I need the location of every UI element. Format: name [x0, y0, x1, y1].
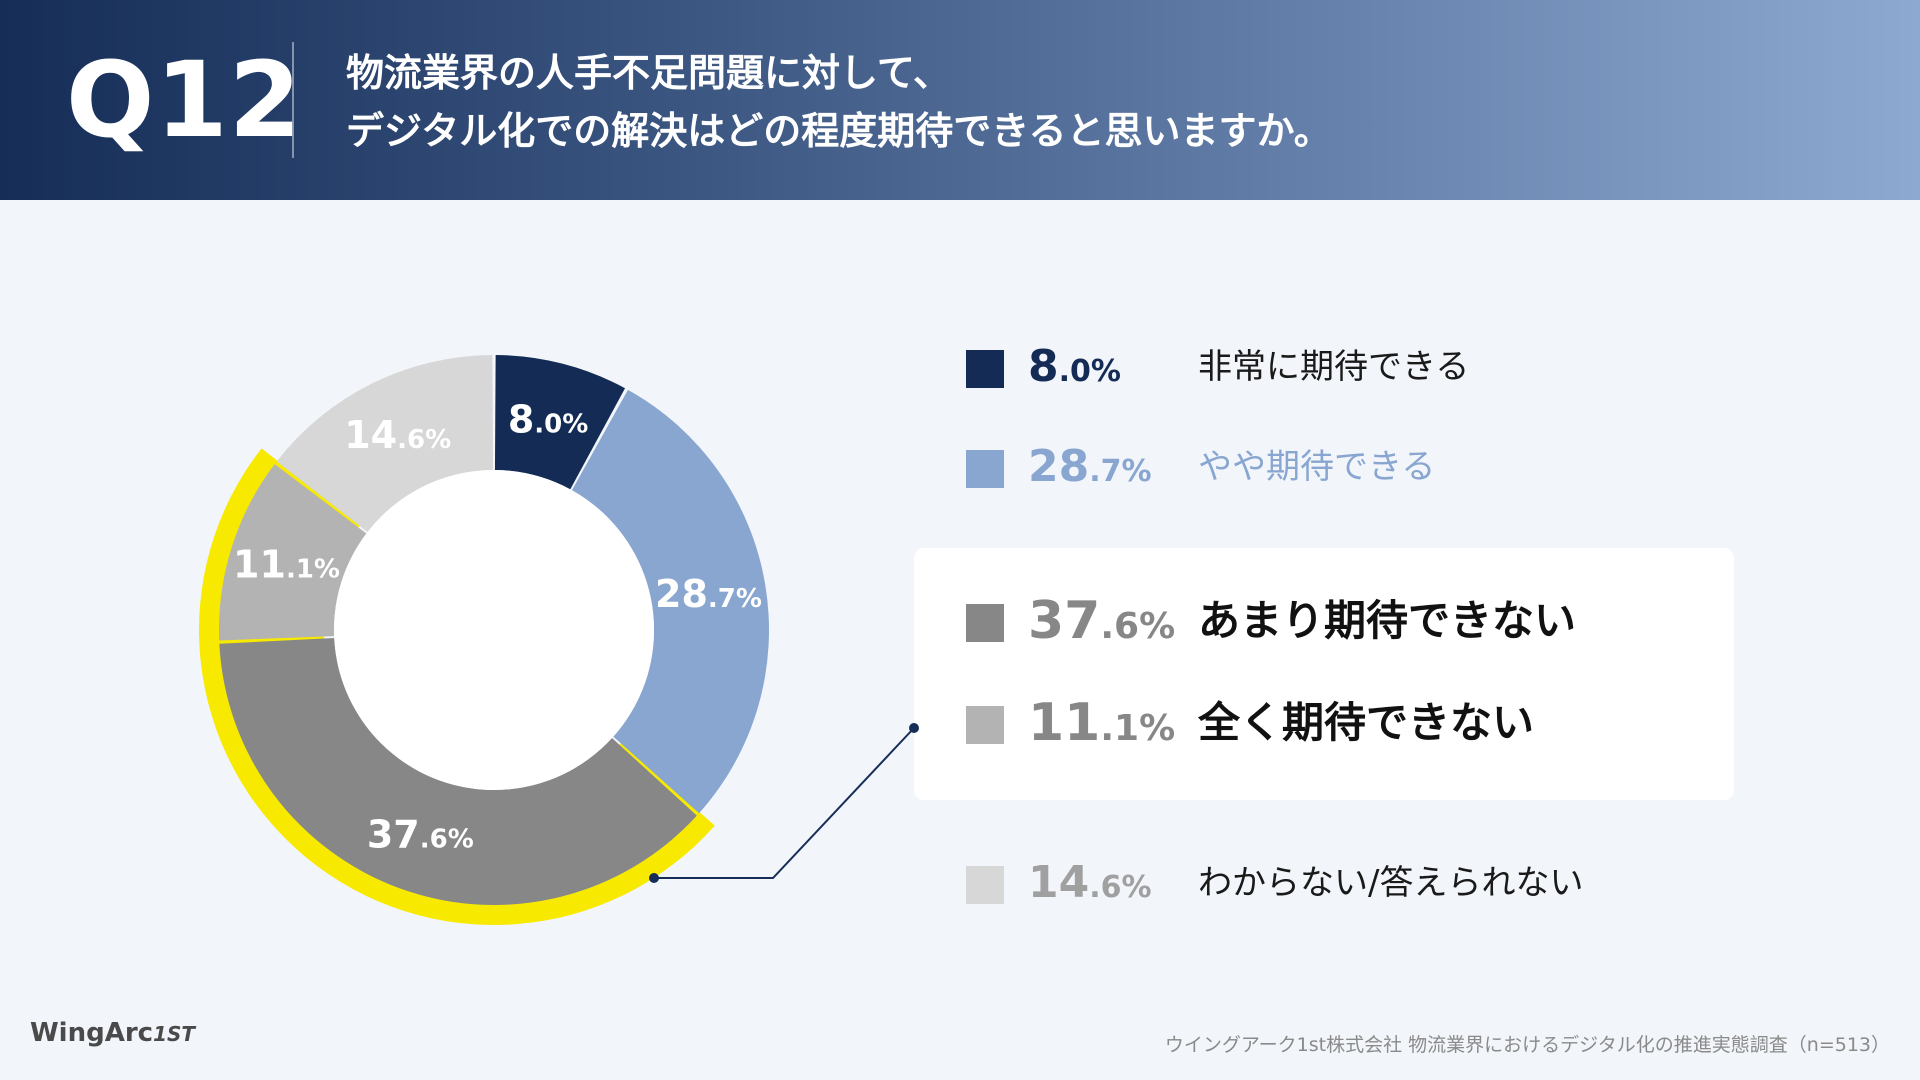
slice-value-label: 37.6%: [367, 813, 474, 857]
slice-value-label: 14.6%: [344, 413, 451, 457]
legend-label: やや期待できる: [1198, 447, 1436, 487]
question-number: Q12: [66, 39, 303, 161]
logo-suffix: 1ST: [153, 1022, 196, 1046]
legend-label: 非常に期待できる: [1198, 347, 1470, 387]
legend-item: 11.1% 全く期待できない: [966, 688, 1726, 758]
legend-item: 8.0% 非常に期待できる: [966, 332, 1726, 402]
question-title-line2: デジタル化での解決はどの程度期待できると思いますか。: [346, 109, 1332, 153]
legend-label: あまり期待できない: [1198, 596, 1577, 645]
slice-value-label: 11.1%: [233, 543, 340, 587]
legend-percent-int: 11: [1028, 693, 1101, 753]
donut-slice-3: [219, 637, 697, 906]
donut-slice-1: [494, 355, 626, 490]
legend-percent-dec: .1%: [1100, 708, 1176, 749]
donut-slice-4: [219, 464, 367, 641]
legend-item: 28.7% やや期待できる: [966, 432, 1726, 502]
legend-percent-int: 28: [1028, 441, 1090, 492]
legend-label: 全く期待できない: [1198, 698, 1535, 747]
legend-swatch: [966, 604, 1004, 642]
source-note: ウイングアーク1st株式会社 物流業界におけるデジタル化の推進実態調査（n=51…: [1164, 1034, 1890, 1056]
legend-percent-dec: .6%: [1100, 606, 1176, 647]
header-divider: [292, 42, 294, 158]
question-title: 物流業界の人手不足問題に対して、 デジタル化での解決はどの程度期待できると思いま…: [346, 44, 1332, 160]
legend-percent-int: 37: [1028, 591, 1101, 651]
donut-hole: [334, 470, 654, 790]
legend-swatch: [966, 706, 1004, 744]
question-title-line1: 物流業界の人手不足問題に対して、: [346, 51, 951, 95]
legend-percent-int: 8: [1028, 341, 1059, 392]
legend-percent: 8.0%: [1028, 332, 1121, 411]
legend-percent-dec: .6%: [1089, 870, 1152, 905]
legend-swatch: [966, 450, 1004, 488]
connector-end-dot: [909, 723, 919, 733]
slice-value-label: 8.0%: [508, 397, 588, 441]
legend-percent: 14.6%: [1028, 848, 1152, 927]
legend-item: 37.6% あまり期待できない: [966, 586, 1726, 656]
wingarc-logo: WingArc1ST: [30, 1018, 195, 1048]
legend-percent: 11.1%: [1028, 688, 1175, 770]
legend-label: わからない/答えられない: [1198, 863, 1584, 903]
legend-percent-dec: .0%: [1058, 354, 1121, 389]
slice-value-label: 28.7%: [655, 572, 762, 616]
donut-slice-2: [571, 389, 770, 814]
legend-item: 14.6% わからない/答えられない: [966, 848, 1726, 918]
legend-percent-int: 14: [1028, 857, 1090, 908]
connector-line: [654, 727, 915, 879]
legend-swatch: [966, 350, 1004, 388]
legend-swatch: [966, 866, 1004, 904]
logo-main: WingArc: [30, 1018, 154, 1048]
header-banner: Q12 物流業界の人手不足問題に対して、 デジタル化での解決はどの程度期待できる…: [0, 0, 1920, 200]
legend-percent: 28.7%: [1028, 432, 1152, 511]
legend-percent: 37.6%: [1028, 586, 1175, 668]
highlight-box: [914, 548, 1734, 800]
connector-start-dot: [649, 873, 659, 883]
donut-slice-5: [276, 355, 494, 532]
legend-percent-dec: .7%: [1089, 454, 1152, 489]
